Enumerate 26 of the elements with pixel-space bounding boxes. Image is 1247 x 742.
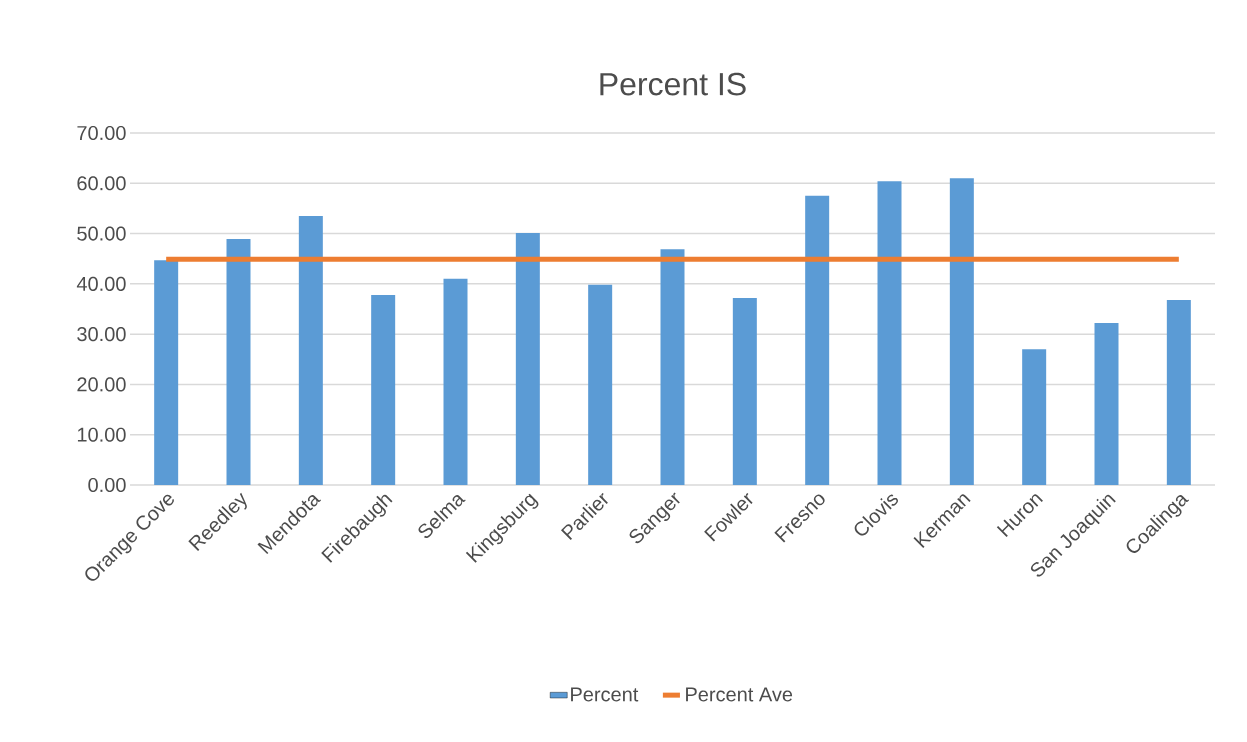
- bar: [443, 278, 468, 485]
- y-tick-label: 20.00: [77, 377, 126, 392]
- bar: [515, 233, 540, 485]
- y-tick-label: 40.00: [76, 276, 126, 291]
- bar: [226, 239, 251, 485]
- bar: [877, 181, 902, 485]
- bar: [1094, 323, 1119, 485]
- bar: [1022, 349, 1047, 485]
- bar: [154, 260, 179, 485]
- bar: [1166, 299, 1191, 485]
- y-tick-label: 0.00: [88, 477, 126, 493]
- chart-title: Percent IS: [600, 72, 746, 96]
- bar: [732, 297, 757, 485]
- y-tick-label: 60.00: [77, 176, 126, 191]
- bar: [588, 284, 613, 485]
- y-tick-label: 10.00: [77, 427, 126, 442]
- y-tick-label: 50.00: [77, 226, 126, 241]
- legend-label: Percent Ave: [686, 687, 793, 702]
- bar: [805, 195, 830, 485]
- y-tick-label: 30.00: [77, 327, 126, 342]
- bar: [298, 215, 323, 485]
- bar: [371, 294, 396, 485]
- legend-label: Percent: [571, 687, 639, 702]
- y-tick-label: 70.00: [77, 125, 126, 141]
- bar: [660, 249, 685, 485]
- bar: [949, 178, 974, 485]
